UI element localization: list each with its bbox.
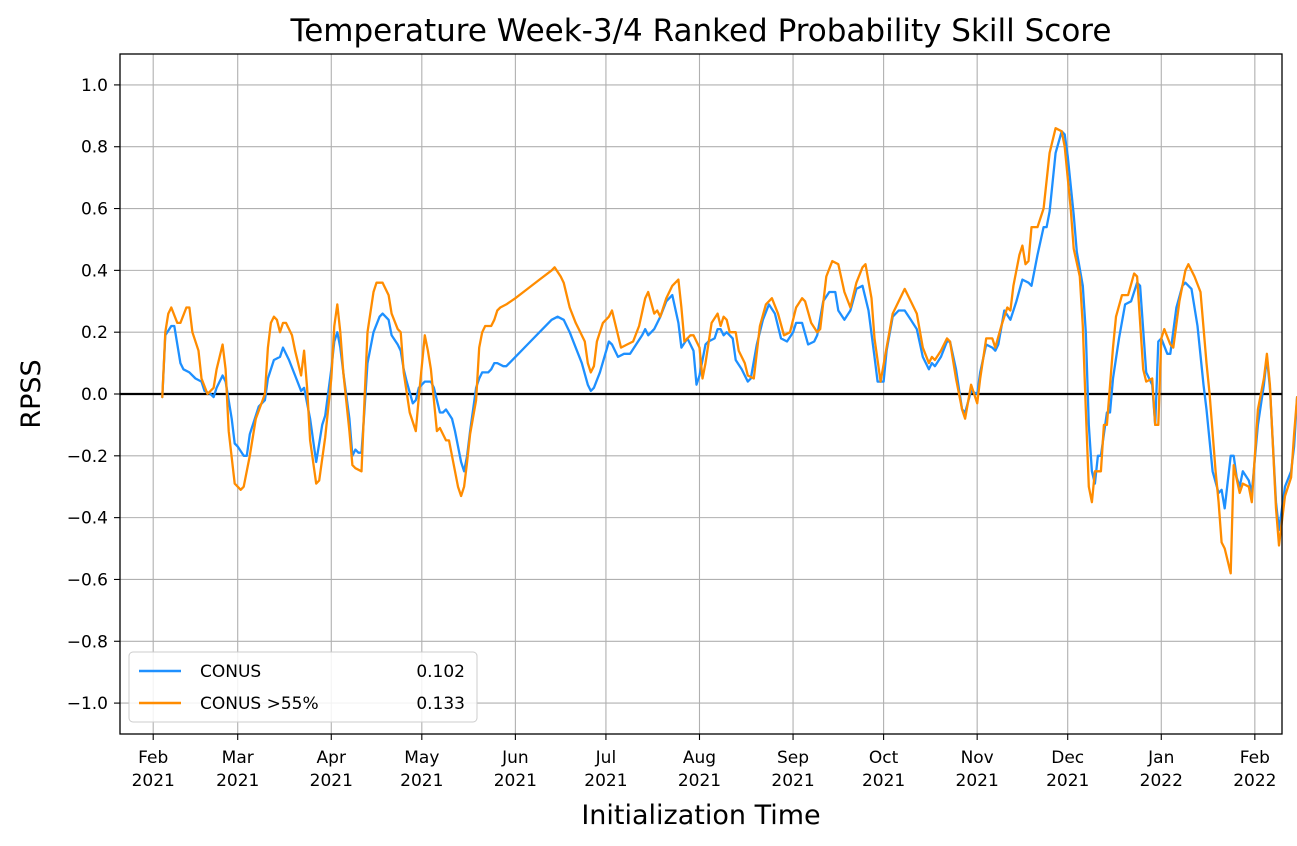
y-tick-label: −0.6	[67, 570, 108, 590]
x-axis-label: Initialization Time	[581, 800, 820, 831]
series-lines	[161, 127, 1297, 575]
x-tick-label-year: 2021	[400, 771, 443, 791]
x-tick-label-year: 2021	[494, 771, 537, 791]
x-tick-label-year: 2021	[132, 771, 175, 791]
x-tick-label-month: Oct	[869, 748, 899, 768]
series-line-1	[161, 127, 1297, 575]
x-tick-label-month: Sep	[777, 748, 809, 768]
y-tick-label: 0.2	[81, 323, 108, 343]
x-tick-label-year: 2021	[584, 771, 627, 791]
chart-title: Temperature Week-3/4 Ranked Probability …	[290, 13, 1112, 49]
legend-score-conus-55: 0.133	[416, 694, 465, 714]
y-tick-label: −0.8	[67, 632, 108, 652]
x-tick-label-year: 2021	[1046, 771, 1089, 791]
x-tick-label-month: Apr	[317, 748, 346, 768]
x-tick-label-year: 2021	[678, 771, 721, 791]
x-tick-label-month: Nov	[961, 748, 994, 768]
legend-label-conus-55: CONUS >55%	[200, 694, 319, 714]
y-tick-label: −0.4	[67, 509, 108, 529]
x-tick-label-month: Feb	[1240, 748, 1270, 768]
y-tick-label: −0.2	[67, 447, 108, 467]
y-axis-ticks: 1.0 0.8 0.6 0.4 0.2 0.0 −0.2 −0.4 −0.6 −0.8 −1.0	[67, 76, 120, 714]
x-tick-label-year: 2021	[771, 771, 814, 791]
legend-score-conus: 0.102	[416, 662, 465, 682]
x-tick-label-month: Aug	[683, 748, 716, 768]
y-tick-label: 0.4	[81, 261, 108, 281]
legend: CONUS 0.102 CONUS >55% 0.133	[128, 651, 478, 723]
legend-box	[128, 651, 478, 723]
x-tick-label-year: 2021	[862, 771, 905, 791]
x-tick-label-month: Mar	[222, 748, 254, 768]
y-tick-label: −1.0	[67, 694, 108, 714]
x-tick-label-month: Jan	[1147, 748, 1174, 768]
y-tick-label: 0.8	[81, 138, 108, 158]
x-tick-label-year: 2021	[216, 771, 259, 791]
x-tick-label-year: 2022	[1233, 771, 1276, 791]
x-tick-label-year: 2022	[1140, 771, 1183, 791]
x-tick-label-month: May	[404, 748, 439, 768]
x-tick-label-month: Dec	[1051, 748, 1084, 768]
x-axis-ticks: Feb 2021 Mar 2021 Apr 2021 May 2021 Jun 2021 Jul 20…	[132, 734, 1276, 791]
x-tick-label-year: 2021	[956, 771, 999, 791]
x-tick-label-year: 2021	[310, 771, 353, 791]
y-tick-label: 0.0	[81, 385, 108, 405]
legend-label-conus: CONUS	[200, 662, 261, 682]
y-tick-label: 0.6	[81, 200, 108, 220]
x-tick-label-month: Jun	[501, 748, 529, 768]
x-tick-label-month: Jul	[595, 748, 617, 768]
y-axis-label: RPSS	[16, 359, 47, 428]
y-tick-label: 1.0	[81, 76, 108, 96]
x-tick-label-month: Feb	[138, 748, 168, 768]
